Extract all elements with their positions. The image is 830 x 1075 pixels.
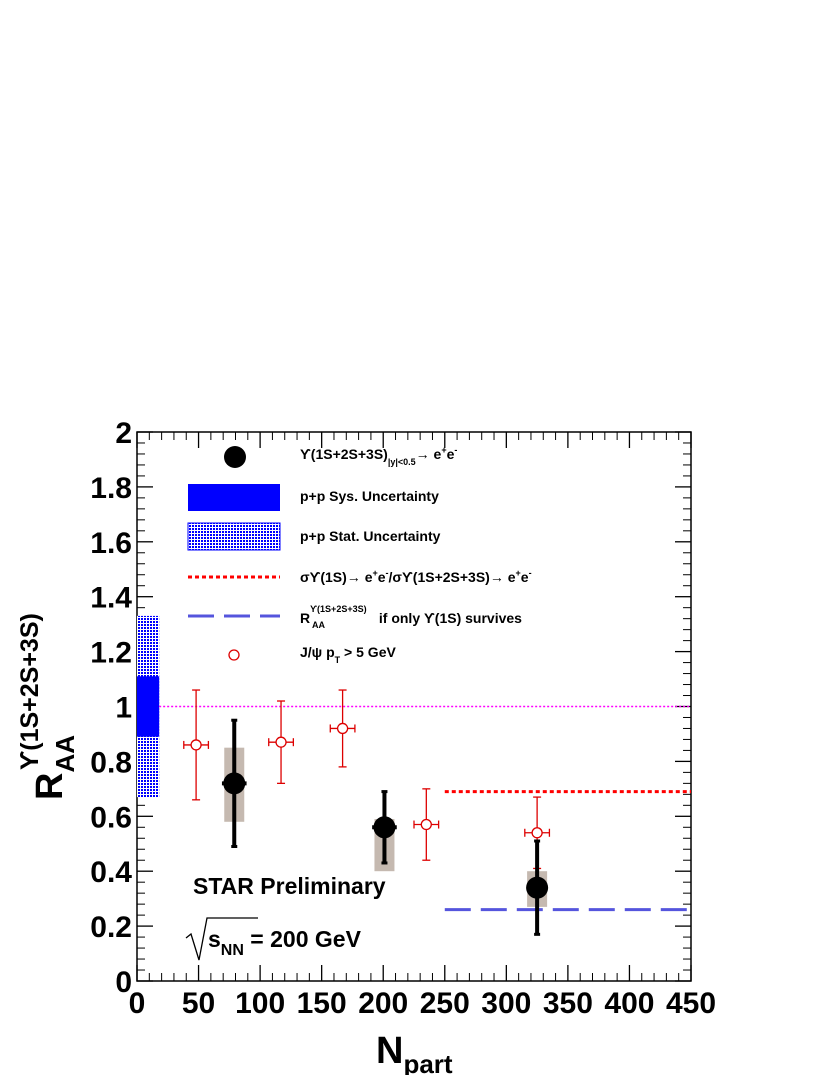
jpsi-point (336, 722, 349, 735)
x-tick-label: 150 (297, 987, 347, 1020)
x-tick-label: 450 (666, 987, 716, 1020)
legend-pp-sys-swatch (188, 484, 280, 511)
y-tick-label: 0.8 (90, 746, 132, 779)
legend-upsilon-label: ϒ(1S+2S+3S)|y|<0.5→ e+e- (300, 445, 457, 467)
legend-jpsi-label: J/ψ pT > 5 GeV (300, 644, 396, 665)
svg-text:sNN = 200 GeV: sNN = 200 GeV (208, 926, 362, 959)
pp-sys-band (137, 676, 160, 737)
y-tick-label: 0.2 (90, 911, 132, 944)
x-tick-label: 200 (358, 987, 408, 1020)
jpsi-points (183, 689, 551, 870)
legend-upsilon-marker (224, 446, 246, 468)
svg-text:ϒ(1S+2S+3S): ϒ(1S+2S+3S) (16, 613, 44, 770)
x-tick-label: 0 (129, 987, 146, 1020)
y-tick-label: 1.6 (90, 527, 132, 560)
legend-pp-stat-label: p+p Stat. Uncertainty (300, 528, 441, 544)
legend-pp-stat-swatch (187, 522, 281, 551)
y-tick-label: 0.6 (90, 801, 132, 834)
energy-label: sNN = 200 GeV (185, 917, 362, 961)
upsilon-point (526, 876, 549, 899)
axis-tick-labels: 0 50 100 150 200 250 300 350 400 450 0 0.2 0.4 0.6 0.8… (90, 417, 716, 1020)
upsilon-point (373, 816, 396, 839)
jpsi-point (531, 827, 543, 839)
x-tick-label: 400 (604, 987, 654, 1020)
x-tick-label: 350 (543, 987, 593, 1020)
legend-pp-sys-label: p+p Sys. Uncertainty (300, 488, 439, 504)
y-tick-label: 0 (115, 966, 132, 999)
y-tick-label: 1.4 (90, 582, 132, 615)
x-axis-title: Npart (376, 1030, 453, 1075)
svg-text:RAA: RAA (29, 735, 80, 800)
x-tick-label: 50 (182, 987, 215, 1020)
legend-ratio-label: σϒ(1S)→ e+e-/σϒ(1S+2S+3S)→ e+e- (300, 568, 532, 585)
star-preliminary-label: STAR Preliminary (193, 873, 386, 899)
y-tick-label: 1.8 (90, 472, 132, 505)
x-tick-label: 250 (420, 987, 470, 1020)
upsilon-point (223, 772, 246, 795)
sqrt-symbol (185, 917, 258, 961)
y-axis-title: RAA ϒ(1S+2S+3S) (16, 613, 80, 800)
upsilon-points (221, 718, 549, 936)
y-tick-label: 1 (115, 692, 132, 725)
x-tick-label: 300 (481, 987, 531, 1020)
jpsi-point (420, 818, 432, 831)
legend: ϒ(1S+2S+3S)|y|<0.5→ e+e- p+p Sys. Uncert… (187, 445, 532, 665)
y-tick-label: 0.4 (90, 856, 132, 889)
y-tick-label: 1.2 (90, 637, 132, 670)
x-tick-label: 100 (235, 987, 285, 1020)
legend-jpsi-marker (228, 649, 240, 661)
y-tick-label: 2 (115, 417, 132, 450)
legend-only1s-label: Rϒ(1S+2S+3S) AA if only ϒ(1S) survives (300, 604, 522, 630)
jpsi-point (190, 739, 202, 751)
jpsi-point (275, 736, 287, 748)
